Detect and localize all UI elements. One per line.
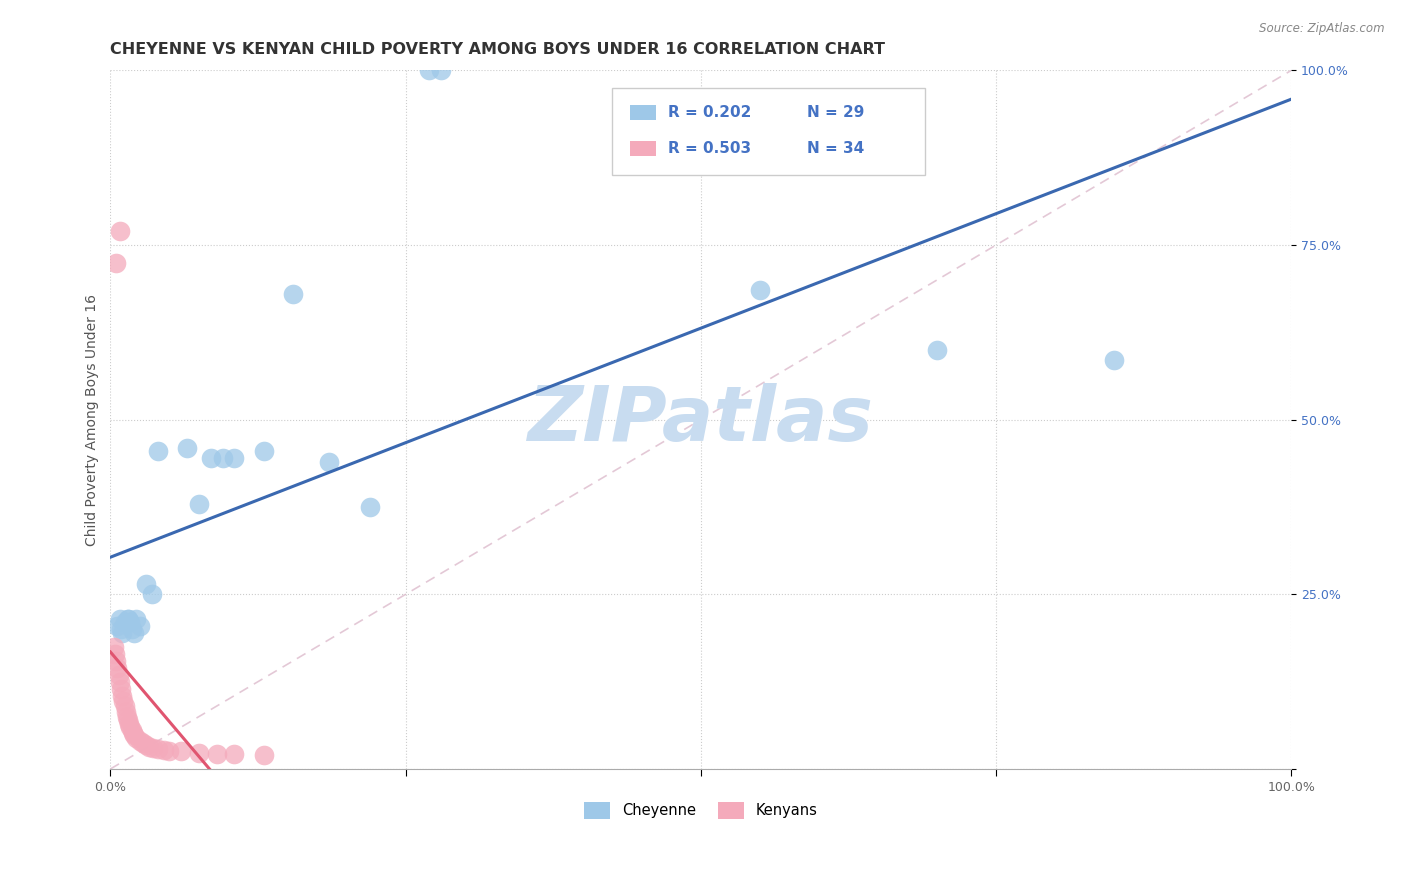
Point [430,63,453,78]
Point [138,739,160,754]
Point [118,717,141,731]
Text: N = 29: N = 29 [807,105,865,120]
Point [114,615,136,630]
Point [112,693,135,707]
Point [114,705,136,719]
Point [110,622,132,636]
Point [122,625,145,640]
Point [108,224,131,238]
Point [107,667,129,681]
Y-axis label: Child Poverty Among Boys Under 16: Child Poverty Among Boys Under 16 [86,293,100,546]
Text: N = 34: N = 34 [807,141,865,156]
Point [200,451,222,466]
Legend: Cheyenne, Kenyans: Cheyenne, Kenyans [578,796,824,824]
Point [359,500,381,514]
Point [125,731,148,746]
Point [111,689,134,703]
Point [1102,353,1125,368]
Point [253,747,276,762]
Point [188,746,211,760]
Point [108,612,131,626]
Point [107,619,129,633]
Point [117,713,139,727]
Point [107,661,129,675]
Text: R = 0.202: R = 0.202 [668,105,751,120]
Point [142,741,165,756]
Point [111,625,134,640]
Text: R = 0.503: R = 0.503 [668,141,751,156]
Point [115,709,138,723]
Point [318,454,340,468]
FancyBboxPatch shape [630,104,657,120]
Point [121,622,143,636]
Point [120,615,142,630]
Point [159,744,181,758]
FancyBboxPatch shape [630,141,657,156]
Point [117,612,139,626]
Point [117,612,139,626]
Point [146,444,169,458]
Point [122,728,145,742]
Point [129,619,152,633]
Point [418,63,440,78]
Point [283,287,305,301]
Point [211,451,233,466]
Text: ZIPatlas: ZIPatlas [527,383,873,457]
Point [108,674,131,689]
Point [748,284,770,298]
Point [141,587,163,601]
Text: Source: ZipAtlas.com: Source: ZipAtlas.com [1260,22,1385,36]
Point [120,720,142,734]
Point [152,743,174,757]
Point [176,441,198,455]
Point [205,747,228,761]
Point [103,640,125,654]
Text: CHEYENNE VS KENYAN CHILD POVERTY AMONG BOYS UNDER 16 CORRELATION CHART: CHEYENNE VS KENYAN CHILD POVERTY AMONG B… [111,42,886,57]
Point [224,747,246,761]
Point [114,699,136,714]
Point [121,723,143,737]
Point [104,647,127,661]
Point [110,681,132,696]
Point [135,738,157,752]
Point [105,255,128,269]
Point [925,343,948,357]
Point [132,736,155,750]
Point [170,744,193,758]
Point [125,612,148,626]
Point [121,725,143,739]
Point [135,577,157,591]
FancyBboxPatch shape [612,88,925,175]
Point [146,742,169,756]
Point [105,654,128,668]
Point [188,496,211,510]
Point [224,451,246,466]
Point [253,444,276,458]
Point [129,734,152,748]
